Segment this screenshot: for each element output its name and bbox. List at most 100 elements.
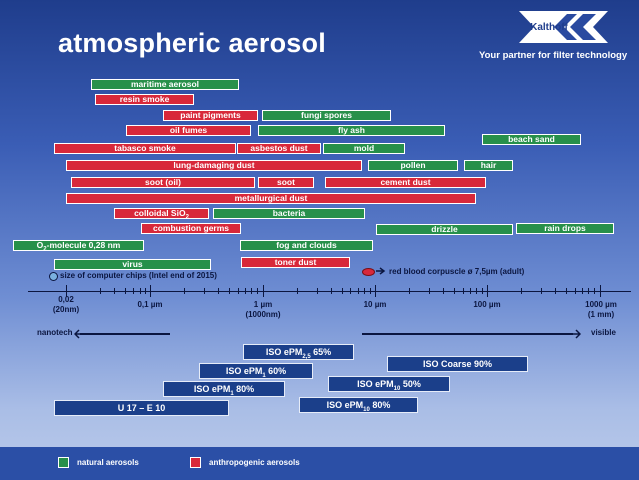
- axis-minor-tick: [594, 288, 595, 294]
- o2-label-prefix: O: [36, 240, 44, 250]
- page-title: atmospheric aerosol: [58, 28, 326, 58]
- filter-label: ISO ePM: [265, 347, 303, 357]
- red-blood-cell-icon: [362, 268, 375, 276]
- axis-tick: [487, 285, 488, 297]
- tick-label-100um: 100 µm: [473, 300, 501, 309]
- axis-minor-tick: [350, 288, 351, 294]
- tick-label-1000um: 1000 µm (1 mm): [579, 300, 623, 320]
- legend-footer: [0, 447, 639, 480]
- filter-efficiency: 65%: [310, 347, 332, 357]
- bar-bacteria: bacteria: [213, 208, 365, 219]
- axis-minor-tick: [140, 288, 141, 294]
- bar-soot-oil: soot (oil): [71, 177, 255, 188]
- bar-virus: virus: [54, 259, 211, 270]
- axis-minor-tick: [204, 288, 205, 294]
- axis-minor-tick: [470, 288, 471, 294]
- bar-oil-fumes: oil fumes: [126, 125, 251, 136]
- axis-minor-tick: [521, 288, 522, 294]
- filter-iso-epm1-80: ISO ePM1 80%: [163, 381, 285, 397]
- bar-combustion-germs: combustion germs: [141, 223, 241, 234]
- axis-minor-tick: [429, 288, 430, 294]
- filter-iso-epm10-80: ISO ePM10 80%: [299, 397, 418, 413]
- tick-label-1um-unit: (1000nm): [245, 310, 281, 319]
- bar-paint-pigments: paint pigments: [163, 110, 258, 121]
- axis-minor-tick: [238, 288, 239, 294]
- bar-beach-sand: beach sand: [482, 134, 581, 145]
- bar-resin-smoke: resin smoke: [95, 94, 194, 105]
- axis-minor-tick: [133, 288, 134, 294]
- tick-label-10um: 10 µm: [363, 300, 387, 309]
- axis-minor-tick: [100, 288, 101, 294]
- filter-efficiency: 80%: [369, 400, 391, 410]
- filter-label: ISO ePM: [225, 366, 263, 376]
- axis-minor-tick: [463, 288, 464, 294]
- axis-minor-tick: [555, 288, 556, 294]
- bar-hair: hair: [464, 160, 513, 171]
- bar-colloidal-sio2: colloidal SiO2: [114, 208, 209, 219]
- tick-label-1000um-unit: (1 mm): [587, 310, 615, 319]
- computer-chip-marker: [49, 272, 58, 281]
- size-axis: [28, 291, 631, 292]
- axis-tick: [150, 285, 151, 297]
- axis-minor-tick: [251, 288, 252, 294]
- bar-asbestos-dust: asbestos dust: [237, 143, 321, 154]
- tagline: Your partner for filter technology: [479, 50, 628, 61]
- axis-tick: [263, 285, 264, 297]
- bar-toner-dust: toner dust: [241, 257, 350, 268]
- axis-minor-tick: [218, 288, 219, 294]
- axis-minor-tick: [145, 288, 146, 294]
- axis-minor-tick: [114, 288, 115, 294]
- axis-minor-tick: [245, 288, 246, 294]
- visible-label: visible: [591, 328, 616, 337]
- filter-iso-epm1-60: ISO ePM1 60%: [199, 363, 313, 379]
- axis-minor-tick: [482, 288, 483, 294]
- nanotech-arrow-line: [80, 333, 170, 335]
- bar-cement-dust: cement dust: [325, 177, 486, 188]
- filter-label: ISO ePM: [193, 384, 231, 394]
- nanotech-label: nanotech: [37, 328, 73, 337]
- axis-minor-tick: [443, 288, 444, 294]
- filter-efficiency: 80%: [233, 384, 255, 394]
- axis-minor-tick: [125, 288, 126, 294]
- axis-minor-tick: [317, 288, 318, 294]
- o2-label-rest: -molecule 0,28 nm: [46, 240, 121, 250]
- axis-minor-tick: [342, 288, 343, 294]
- tick-label-20nm-unit: (20nm): [52, 305, 80, 314]
- filter-label: ISO ePM: [357, 379, 394, 389]
- bar-soot: soot: [258, 177, 314, 188]
- o2-label-subscript: 2: [43, 246, 47, 251]
- legend-label-natural: natural aerosols: [77, 458, 139, 467]
- bar-lung-damaging-dust: lung-damaging dust: [66, 160, 362, 171]
- filter-efficiency: 50%: [400, 379, 421, 389]
- legend-swatch-natural: [58, 457, 69, 468]
- filter-subscript: 1: [262, 372, 266, 379]
- filter-u17-e10: U 17 – E 10: [54, 400, 229, 416]
- axis-minor-tick: [297, 288, 298, 294]
- filter-iso-coarse-90: ISO Coarse 90%: [387, 356, 528, 372]
- axis-minor-tick: [476, 288, 477, 294]
- bar-o2-molecule: O2-molecule 0,28 nm: [13, 240, 144, 251]
- tick-label-1um-value: 1 µm: [253, 300, 273, 309]
- axis-tick: [66, 285, 67, 297]
- axis-minor-tick: [541, 288, 542, 294]
- arrow-right-icon: [572, 329, 581, 339]
- filter-subscript: 1: [230, 390, 234, 397]
- axis-minor-tick: [370, 288, 371, 294]
- bar-tabasco-smoke: tabasco smoke: [54, 143, 236, 154]
- bar-pollen: pollen: [368, 160, 458, 171]
- legend-swatch-anthropogenic: [190, 457, 201, 468]
- legend-label-anthropogenic: anthropogenic aerosols: [209, 458, 300, 467]
- filter-efficiency: 60%: [265, 366, 287, 376]
- filter-subscript: 10: [393, 385, 401, 392]
- kalthoff-logo: Kalthoff: [519, 11, 608, 43]
- bar-drizzle: drizzle: [376, 224, 513, 235]
- tick-label-0-1um: 0,1 µm: [137, 300, 163, 309]
- axis-minor-tick: [184, 288, 185, 294]
- colloidal-sio2-label: colloidal SiO: [134, 208, 186, 218]
- bar-fly-ash: fly ash: [258, 125, 445, 136]
- bar-fungi-spores: fungi spores: [262, 110, 391, 121]
- axis-minor-tick: [566, 288, 567, 294]
- axis-minor-tick: [364, 288, 365, 294]
- axis-minor-tick: [454, 288, 455, 294]
- axis-minor-tick: [588, 288, 589, 294]
